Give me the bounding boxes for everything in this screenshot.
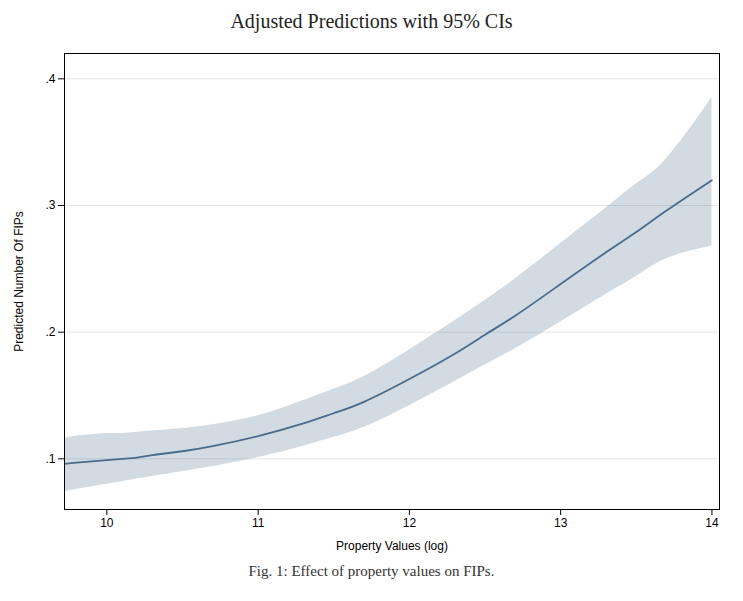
svg-text:.2: .2 xyxy=(45,325,55,339)
svg-text:12: 12 xyxy=(403,516,417,530)
html-text:Fig. 1: Effect of property val: Fig. 1: Effect of property values on FIP… xyxy=(248,563,495,579)
svg-text:14: 14 xyxy=(705,516,719,530)
svg-text:.4: .4 xyxy=(45,72,55,86)
svg-text:Property Values (log): Property Values (log) xyxy=(336,539,448,553)
svg-text:.1: .1 xyxy=(45,452,55,466)
svg-text:10: 10 xyxy=(100,516,114,530)
svg-text:.3: .3 xyxy=(45,198,55,212)
svg-text:13: 13 xyxy=(554,516,568,530)
html-text:Adjusted Predictions with 95%: Adjusted Predictions with 95% CIs xyxy=(230,10,513,32)
svg-text:11: 11 xyxy=(252,516,265,530)
svg-text:Predicted Number Of FIPs: Predicted Number Of FIPs xyxy=(12,211,26,352)
